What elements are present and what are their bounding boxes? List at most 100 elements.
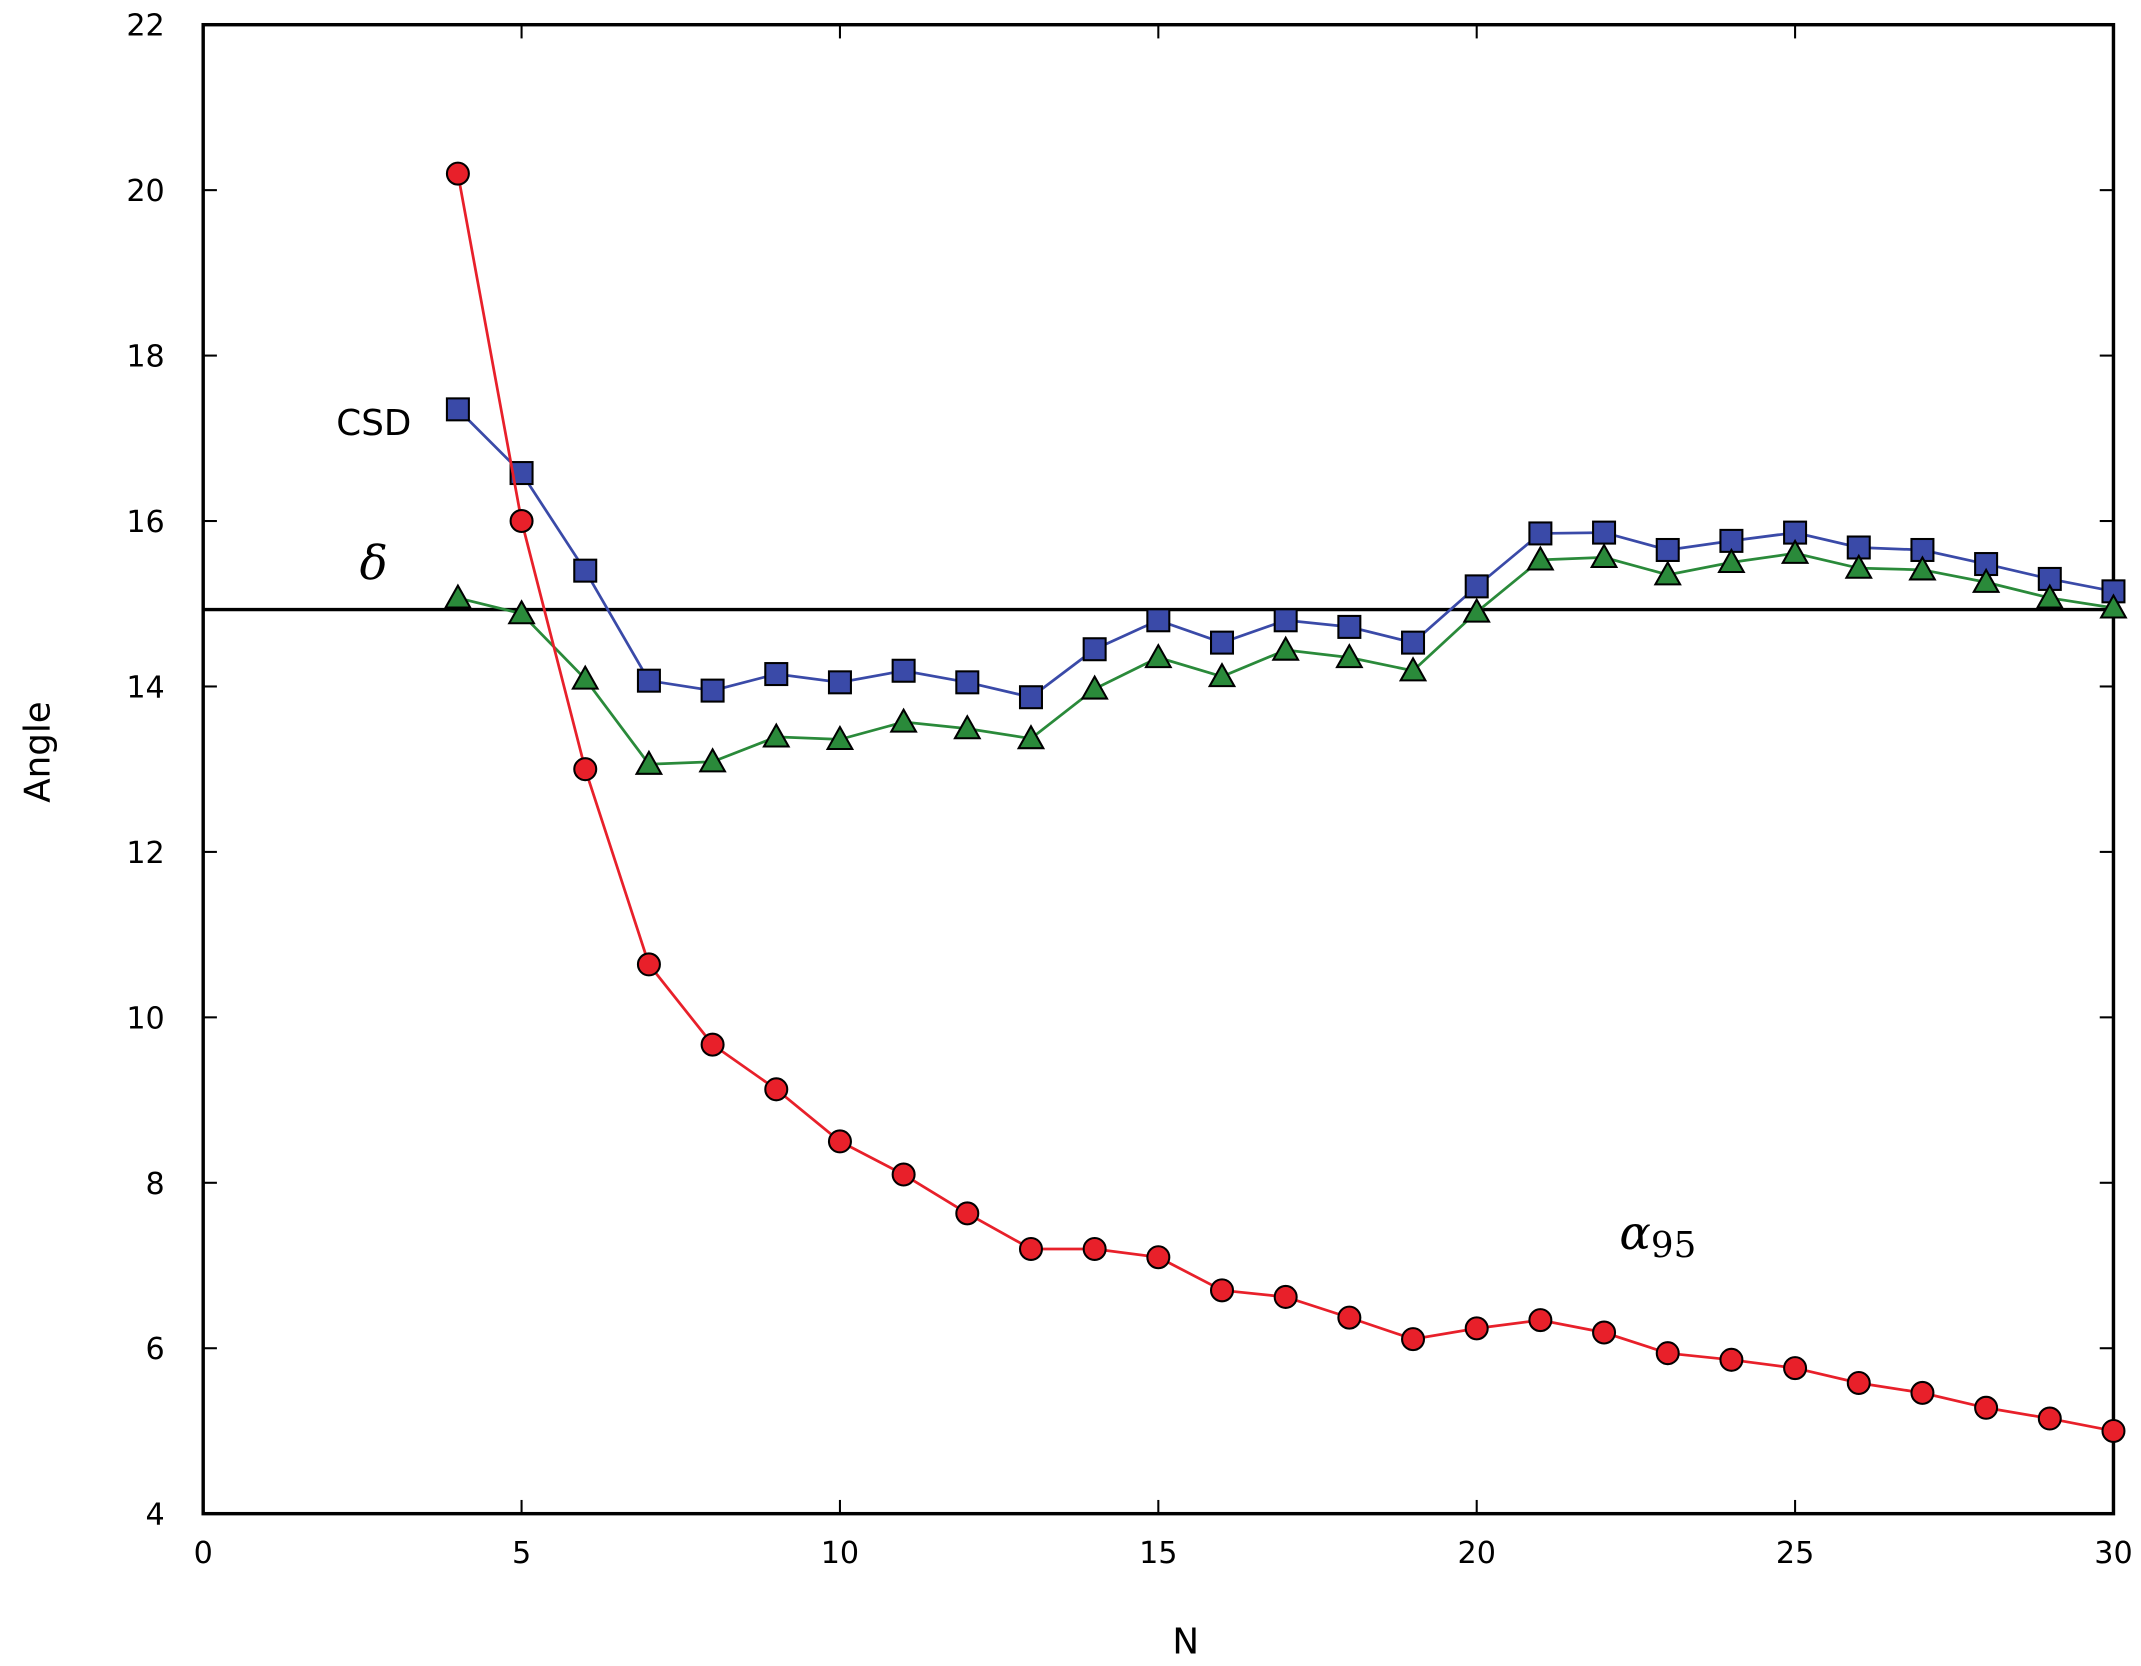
data-point-triangle xyxy=(2035,583,2064,609)
data-point-square xyxy=(573,558,598,583)
y-tick-label: 14 xyxy=(126,670,164,705)
data-point-triangle xyxy=(1016,724,1046,750)
x-tick-label: 10 xyxy=(821,1536,859,1571)
x-axis-label: N xyxy=(1172,1622,1199,1663)
delta-label: δ xyxy=(360,537,388,591)
data-point-triangle xyxy=(1908,555,1937,581)
data-point-circle xyxy=(1209,1278,1235,1303)
data-point-triangle xyxy=(762,722,791,748)
data-point-circle xyxy=(1846,1370,1871,1395)
data-point-square xyxy=(700,678,725,703)
data-point-circle xyxy=(1783,1356,1808,1381)
data-point-circle xyxy=(827,1129,852,1154)
data-point-triangle xyxy=(2099,593,2128,619)
data-point-square xyxy=(1273,608,1298,633)
series-group xyxy=(443,161,2128,1443)
data-point-square xyxy=(827,670,852,695)
data-point-triangle xyxy=(1335,643,1364,669)
data-point-circle xyxy=(1401,1327,1426,1352)
y-tick-label: 16 xyxy=(126,505,164,540)
data-point-circle xyxy=(573,757,598,782)
data-point-triangle xyxy=(953,714,982,740)
data-point-square xyxy=(1401,630,1426,655)
data-point-circle xyxy=(445,161,470,186)
alpha-symbol: α xyxy=(1619,1207,1650,1261)
data-point-square xyxy=(955,670,980,695)
data-point-circle xyxy=(1337,1305,1362,1330)
data-point-circle xyxy=(2037,1406,2062,1431)
x-tick-label: 5 xyxy=(512,1536,531,1571)
data-point-triangle xyxy=(1398,656,1428,682)
data-point-circle xyxy=(764,1077,789,1102)
csd-label: CSD xyxy=(336,403,411,444)
data-point-triangle xyxy=(1271,635,1300,661)
data-point-triangle xyxy=(507,599,536,625)
data-point-square xyxy=(1337,614,1362,639)
data-point-square xyxy=(1528,521,1553,546)
x-tick-label: 20 xyxy=(1457,1536,1495,1571)
data-point-triangle xyxy=(1462,597,1491,623)
data-point-square xyxy=(509,461,534,486)
series-triangle xyxy=(443,538,2128,775)
data-point-circle xyxy=(955,1201,980,1226)
data-point-square xyxy=(1464,574,1489,599)
data-point-triangle xyxy=(1844,553,1873,579)
data-point-triangle xyxy=(698,747,727,773)
data-point-circle xyxy=(700,1032,725,1057)
data-point-circle xyxy=(1528,1308,1553,1333)
data-point-triangle xyxy=(1589,542,1619,569)
y-tick-label: 12 xyxy=(126,836,164,871)
data-point-circle xyxy=(1719,1347,1744,1372)
alpha95-label: α95 xyxy=(1619,1207,1696,1266)
y-tick-label: 6 xyxy=(146,1332,165,1367)
data-point-circle xyxy=(1273,1284,1298,1309)
y-tick-label: 4 xyxy=(146,1498,165,1533)
data-point-square xyxy=(1082,637,1107,662)
data-point-square xyxy=(1018,685,1043,710)
data-point-triangle xyxy=(1526,545,1555,571)
data-point-square xyxy=(1146,608,1171,633)
data-point-square xyxy=(1655,537,1680,562)
data-point-circle xyxy=(1082,1236,1107,1261)
data-point-triangle xyxy=(825,724,855,751)
data-point-circle xyxy=(1592,1320,1617,1345)
data-point-square xyxy=(891,658,916,683)
data-point-square xyxy=(1209,630,1235,655)
data-point-circle xyxy=(509,509,534,534)
data-point-circle xyxy=(1464,1316,1489,1341)
data-point-circle xyxy=(1910,1380,1935,1405)
data-point-triangle xyxy=(1717,547,1746,574)
data-point-triangle xyxy=(889,707,918,733)
y-tick-label: 18 xyxy=(126,340,164,375)
data-point-triangle xyxy=(1653,560,1682,586)
data-point-triangle xyxy=(634,749,664,775)
y-axis-label: Angle xyxy=(17,701,58,803)
y-tick-label: 20 xyxy=(126,174,164,209)
y-tick-label: 22 xyxy=(126,9,164,44)
alpha-subscript: 95 xyxy=(1651,1225,1696,1266)
data-point-square xyxy=(764,662,789,687)
data-point-triangle xyxy=(1207,662,1237,688)
data-point-square xyxy=(636,668,661,693)
data-point-triangle xyxy=(1780,538,1810,564)
data-point-triangle xyxy=(1972,567,2001,593)
data-point-triangle xyxy=(443,583,473,609)
data-point-square xyxy=(445,397,470,422)
data-point-triangle xyxy=(1144,643,1173,669)
data-point-circle xyxy=(1146,1245,1171,1270)
data-point-circle xyxy=(1974,1395,1999,1420)
x-tick-label: 0 xyxy=(194,1536,213,1571)
x-tick-label: 30 xyxy=(2094,1536,2132,1571)
data-point-circle xyxy=(891,1162,916,1187)
plot-frame xyxy=(201,22,2116,1516)
data-point-triangle xyxy=(571,664,600,690)
series-circle xyxy=(445,161,2126,1443)
data-point-circle xyxy=(2101,1418,2126,1443)
data-point-triangle xyxy=(1080,674,1109,700)
y-tick-label: 8 xyxy=(146,1167,165,1202)
data-point-circle xyxy=(1018,1236,1043,1261)
ticks: 0 5 10 15 20 25 30 4 6 8 10 12 14 16 18 20 22 xyxy=(126,9,2132,1571)
x-tick-label: 25 xyxy=(1776,1536,1814,1571)
series-line xyxy=(456,173,2114,1433)
data-point-circle xyxy=(1655,1341,1680,1366)
